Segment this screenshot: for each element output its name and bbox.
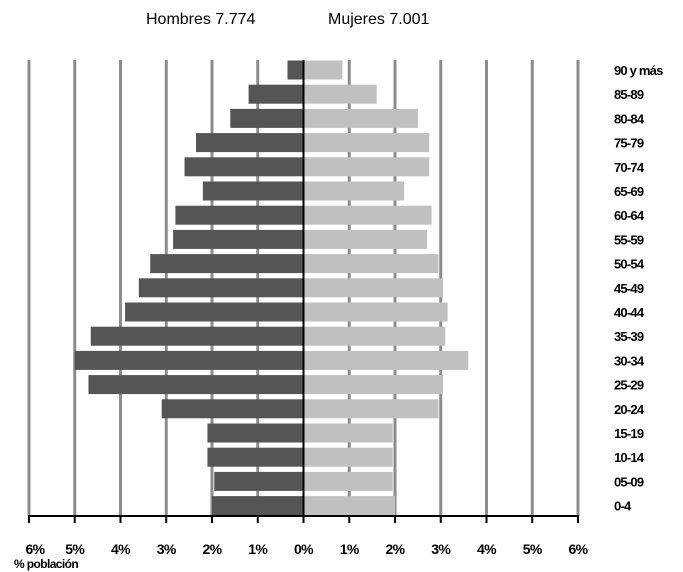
age-label: 70-74 [614, 160, 645, 175]
age-label: 30-34 [614, 353, 645, 368]
bar-mujeres-55-59 [303, 229, 428, 249]
age-label: 05-09 [614, 474, 644, 489]
bar-hombres-15-19 [207, 423, 304, 443]
bars [74, 60, 469, 516]
x-axis: 6% 5% 4% 3% 2% 1% 0% 1% 2% 3% 4% 5% 6% [25, 60, 589, 557]
age-label: 75-79 [614, 136, 644, 151]
bar-hombres-55-59 [173, 229, 304, 249]
bar-mujeres-45-49 [303, 278, 444, 298]
bar-hombres-05-09 [214, 471, 304, 491]
bar-hombres-20-24 [161, 399, 304, 419]
bar-mujeres-20-24 [303, 399, 439, 419]
x-tick-label: 6% [25, 541, 45, 557]
bar-mujeres-60-64 [303, 205, 432, 225]
x-tick-label: 5% [523, 541, 543, 557]
age-label: 0-4 [614, 499, 632, 514]
bar-hombres-35-39 [90, 326, 304, 346]
x-tick-label: 1% [340, 541, 360, 557]
age-group-labels: 90 y más 85-89 80-84 75-79 70-74 65-69 60-64 55… [614, 63, 664, 514]
bar-hombres-40-44 [125, 302, 304, 322]
header-females: Mujeres 7.001 [328, 11, 429, 28]
bar-mujeres-0-4 [303, 496, 395, 516]
bar-mujeres-80-84 [303, 108, 418, 128]
bar-hombres-45-49 [138, 278, 304, 298]
x-axis-label: % población [14, 557, 78, 571]
bar-hombres-65-69 [202, 181, 304, 201]
age-label: 15-19 [614, 426, 644, 441]
bar-mujeres-40-44 [303, 302, 448, 322]
header-males: Hombres 7.774 [146, 11, 255, 28]
age-label: 60-64 [614, 208, 645, 223]
bar-mujeres-15-19 [303, 423, 393, 443]
age-label: 45-49 [614, 281, 644, 296]
bar-mujeres-50-54 [303, 254, 439, 274]
bar-mujeres-05-09 [303, 471, 393, 491]
bar-hombres-75-79 [195, 133, 304, 153]
age-label: 80-84 [614, 111, 645, 126]
bar-hombres-0-4 [212, 496, 304, 516]
x-tick-label: 4% [477, 541, 497, 557]
bar-mujeres-75-79 [303, 133, 430, 153]
age-label: 65-69 [614, 184, 644, 199]
bar-mujeres-70-74 [303, 157, 430, 177]
bar-hombres-10-14 [207, 447, 304, 467]
age-label: 20-24 [614, 402, 645, 417]
x-tick-label: 0% [294, 541, 314, 557]
age-label: 10-14 [614, 450, 645, 465]
bar-hombres-70-74 [184, 157, 304, 177]
bar-mujeres-65-69 [303, 181, 405, 201]
bar-hombres-25-29 [88, 375, 304, 395]
x-tick-label: 1% [248, 541, 268, 557]
x-tick-label: 5% [65, 541, 85, 557]
bar-hombres-90-y-más [287, 60, 304, 80]
age-label: 25-29 [614, 378, 644, 393]
bar-hombres-80-84 [230, 108, 304, 128]
bar-hombres-60-64 [175, 205, 304, 225]
bar-hombres-50-54 [150, 254, 304, 274]
x-tick-label: 3% [431, 541, 451, 557]
age-label: 50-54 [614, 257, 645, 272]
bar-hombres-85-89 [248, 84, 304, 104]
age-label: 90 y más [614, 63, 663, 78]
age-label: 85-89 [614, 87, 644, 102]
bar-mujeres-25-29 [303, 375, 444, 395]
bar-mujeres-35-39 [303, 326, 446, 346]
bar-mujeres-10-14 [303, 447, 393, 467]
bar-mujeres-85-89 [303, 84, 377, 104]
x-tick-label: 2% [202, 541, 222, 557]
age-label: 55-59 [614, 232, 644, 247]
x-tick-label: 2% [385, 541, 405, 557]
age-label: 35-39 [614, 329, 644, 344]
x-tick-label: 3% [157, 541, 177, 557]
age-label: 40-44 [614, 305, 645, 320]
x-tick-label: 6% [568, 541, 588, 557]
bar-mujeres-90-y-más [303, 60, 343, 80]
bar-mujeres-30-34 [303, 350, 469, 370]
bar-hombres-30-34 [74, 350, 304, 370]
x-tick-label: 4% [111, 541, 131, 557]
